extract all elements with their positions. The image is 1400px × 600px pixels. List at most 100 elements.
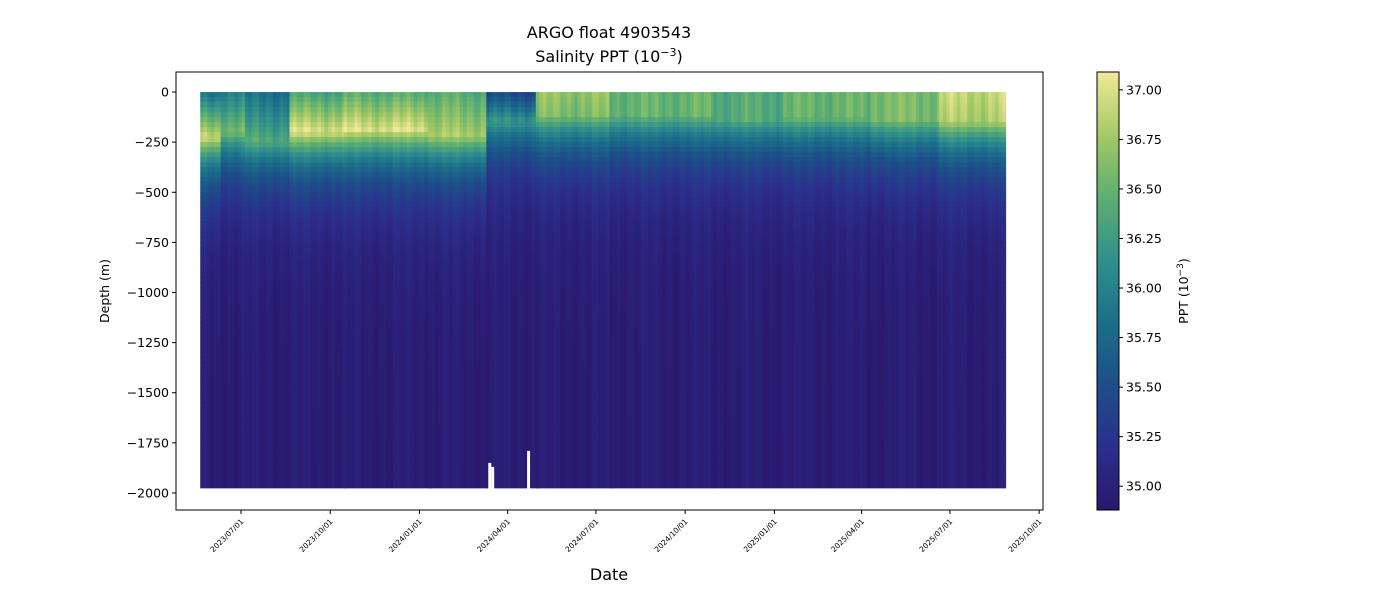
salinity-cell	[361, 353, 365, 358]
salinity-cell	[259, 102, 263, 107]
salinity-cell	[200, 157, 204, 162]
salinity-cell	[358, 373, 362, 378]
profile-column	[204, 92, 208, 488]
salinity-cell	[235, 403, 239, 408]
salinity-cell	[273, 182, 277, 187]
salinity-cell	[379, 443, 383, 448]
salinity-cell	[344, 172, 348, 177]
salinity-cell	[321, 257, 325, 262]
salinity-cell	[300, 443, 304, 448]
salinity-cell	[200, 433, 204, 438]
salinity-cell	[317, 237, 321, 242]
salinity-cell	[238, 293, 242, 298]
salinity-cell	[314, 408, 318, 413]
salinity-cell	[403, 483, 407, 488]
salinity-cell	[361, 97, 365, 102]
salinity-cell	[228, 358, 232, 363]
salinity-cell	[200, 368, 204, 373]
salinity-cell	[368, 117, 372, 122]
salinity-cell	[379, 247, 383, 252]
salinity-cell	[407, 398, 411, 403]
salinity-cell	[386, 353, 390, 358]
salinity-cell	[338, 458, 342, 463]
salinity-cell	[317, 373, 321, 378]
salinity-cell	[351, 383, 355, 388]
salinity-cell	[204, 403, 208, 408]
salinity-cell	[372, 293, 376, 298]
salinity-cell	[400, 217, 404, 222]
salinity-cell	[317, 323, 321, 328]
salinity-cell	[307, 97, 311, 102]
salinity-cell	[389, 262, 393, 267]
salinity-cell	[303, 212, 307, 217]
salinity-cell	[228, 197, 232, 202]
salinity-cell	[300, 247, 304, 252]
salinity-cell	[221, 328, 225, 333]
salinity-cell	[393, 177, 397, 182]
salinity-cell	[407, 403, 411, 408]
salinity-cell	[280, 418, 284, 423]
salinity-cell	[296, 453, 300, 458]
salinity-cell	[389, 448, 393, 453]
salinity-cell	[354, 358, 358, 363]
salinity-cell	[351, 313, 355, 318]
salinity-cell	[231, 267, 235, 272]
salinity-cell	[224, 423, 228, 428]
salinity-cell	[382, 222, 386, 227]
salinity-cell	[324, 358, 328, 363]
salinity-cell	[338, 107, 342, 112]
salinity-cell	[283, 323, 287, 328]
salinity-cell	[393, 152, 397, 157]
salinity-cell	[207, 177, 211, 182]
salinity-cell	[386, 383, 390, 388]
salinity-cell	[245, 147, 249, 152]
salinity-cell	[393, 237, 397, 242]
salinity-cell	[238, 257, 242, 262]
salinity-cell	[221, 338, 225, 343]
salinity-cell	[321, 97, 325, 102]
salinity-cell	[386, 483, 390, 488]
salinity-cell	[400, 162, 404, 167]
salinity-cell	[328, 403, 332, 408]
salinity-cell	[347, 277, 351, 282]
salinity-cell	[354, 423, 358, 428]
salinity-cell	[276, 132, 280, 137]
salinity-cell	[276, 313, 280, 318]
salinity-cell	[276, 463, 280, 468]
salinity-cell	[259, 252, 263, 257]
salinity-cell	[245, 393, 249, 398]
salinity-cell	[296, 142, 300, 147]
salinity-cell	[344, 287, 348, 292]
salinity-cell	[338, 182, 342, 187]
salinity-cell	[307, 107, 311, 112]
salinity-cell	[248, 267, 252, 272]
salinity-cell	[259, 343, 263, 348]
salinity-cell	[393, 433, 397, 438]
salinity-cell	[324, 463, 328, 468]
salinity-cell	[303, 463, 307, 468]
salinity-cell	[300, 308, 304, 313]
salinity-cell	[335, 403, 339, 408]
salinity-cell	[358, 117, 362, 122]
salinity-cell	[324, 378, 328, 383]
salinity-cell	[310, 468, 314, 473]
salinity-cell	[259, 227, 263, 232]
salinity-cell	[300, 102, 304, 107]
salinity-cell	[389, 483, 393, 488]
salinity-cell	[410, 132, 414, 137]
salinity-cell	[293, 313, 297, 318]
salinity-cell	[382, 172, 386, 177]
salinity-cell	[407, 137, 411, 142]
salinity-cell	[273, 463, 277, 468]
salinity-cell	[386, 177, 390, 182]
salinity-cell	[289, 162, 293, 167]
salinity-cell	[262, 368, 266, 373]
salinity-cell	[248, 373, 252, 378]
salinity-cell	[358, 282, 362, 287]
salinity-cell	[389, 433, 393, 438]
salinity-cell	[248, 368, 252, 373]
salinity-cell	[372, 428, 376, 433]
salinity-cell	[331, 313, 335, 318]
salinity-cell	[248, 453, 252, 458]
salinity-cell	[386, 222, 390, 227]
